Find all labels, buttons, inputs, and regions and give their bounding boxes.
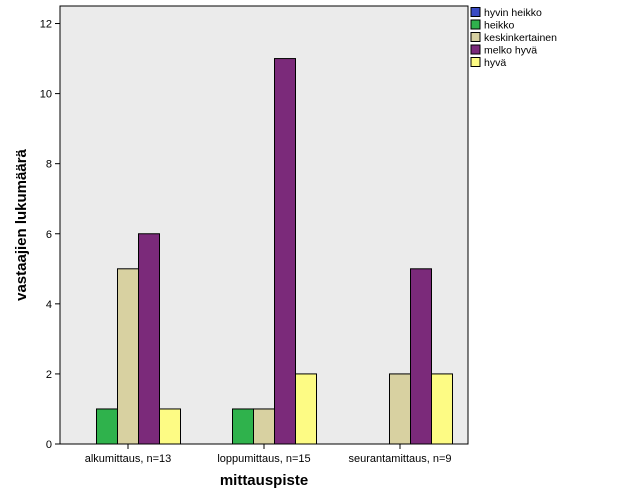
- bar: [431, 373, 453, 445]
- y-tick-label: 12: [40, 19, 52, 31]
- legend-label: keskinkertainen: [484, 32, 557, 44]
- legend-swatch: [470, 19, 481, 30]
- bar: [274, 58, 296, 445]
- bar: [96, 408, 118, 445]
- bar: [295, 373, 317, 445]
- x-axis: alkumittaus, n=13 loppumittaus, n=15 seura…: [85, 444, 452, 465]
- bar: [159, 408, 181, 445]
- y-tick-label: 6: [46, 229, 52, 241]
- bar: [410, 268, 432, 445]
- y-tick-label: 10: [40, 89, 52, 101]
- legend-swatch: [470, 7, 481, 17]
- bar: [117, 268, 139, 445]
- legend-label: hyvä: [484, 57, 506, 69]
- x-tick-label: alkumittaus, n=13: [85, 453, 172, 465]
- x-axis-title: mittauspiste: [220, 472, 308, 489]
- legend-label: hyvin heikko: [484, 7, 542, 19]
- x-tick-label: seurantamittaus, n=9: [348, 453, 451, 465]
- y-tick-label: 4: [46, 299, 52, 311]
- legend-label: melko hyvä: [484, 45, 537, 57]
- bar: [389, 373, 411, 445]
- legend-swatch: [470, 57, 481, 67]
- y-tick-label: 2: [46, 369, 52, 381]
- x-tick-label: loppumittaus, n=15: [217, 453, 310, 465]
- y-tick-label: 0: [46, 439, 52, 451]
- y-tick-label: 8: [46, 159, 52, 171]
- bar: [253, 408, 275, 445]
- bar: [138, 233, 160, 445]
- y-axis: 0 2 4 6 8 10 12: [40, 19, 60, 451]
- y-axis-title: vastaajien lukumäärä: [13, 148, 30, 300]
- legend-label: heikko: [484, 20, 515, 32]
- bar: [232, 408, 254, 445]
- legend-swatch: [470, 32, 481, 42]
- bars: [75, 58, 453, 445]
- legend-swatch: [470, 44, 481, 55]
